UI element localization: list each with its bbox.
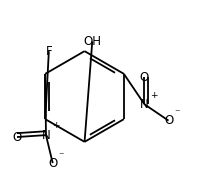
Text: O: O (12, 130, 22, 144)
Text: O: O (140, 71, 149, 84)
Text: N: N (42, 129, 50, 142)
Text: O: O (48, 157, 57, 170)
Text: ⁻: ⁻ (58, 151, 64, 161)
Text: N: N (140, 98, 149, 111)
Text: +: + (52, 121, 59, 130)
Text: OH: OH (83, 35, 101, 48)
Text: O: O (164, 114, 173, 127)
Text: +: + (150, 91, 158, 100)
Text: F: F (46, 45, 52, 58)
Text: ⁻: ⁻ (174, 108, 179, 118)
